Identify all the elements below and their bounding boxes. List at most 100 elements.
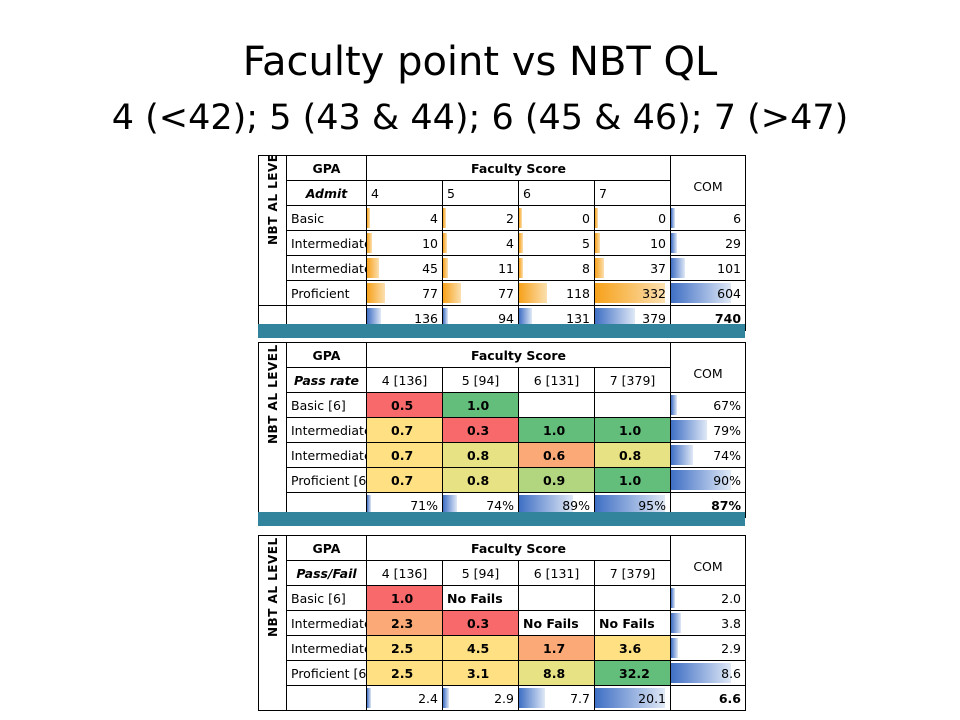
total-cell: 2.4 (366, 685, 443, 711)
cell: 77 (442, 280, 519, 306)
cell: 332 (593, 280, 672, 306)
cell: 118 (518, 280, 595, 306)
cell (593, 392, 672, 418)
cell: 0.3 (442, 610, 519, 636)
data-bar (671, 470, 732, 490)
cell: 4 (366, 205, 443, 231)
data-bar (671, 258, 686, 278)
col-header: 6 [131] (518, 560, 595, 586)
cell: 4 (442, 230, 519, 256)
data-bar (671, 663, 732, 683)
cell: 2.5 (366, 660, 443, 686)
table-row: Proficient 77 77 118 332 604 (259, 280, 747, 306)
data-bar (671, 613, 682, 633)
row-label: Intermediate (286, 442, 367, 468)
cell: 1.0 (593, 467, 672, 493)
col-header: 7 [379] (593, 560, 672, 586)
row-label: Proficient (286, 280, 367, 306)
cell-value: 8.6 (721, 665, 742, 681)
row-label: Intermediate (286, 230, 367, 256)
row-label: Basic [6] (286, 392, 367, 418)
cell-value: 77 (498, 285, 514, 301)
data-bar (519, 688, 545, 708)
cell: 45 (366, 255, 443, 281)
table-row: Intermediate 45 11 8 37 101 (259, 255, 747, 281)
com-cell: 29 (670, 230, 747, 256)
slide-title: Faculty point vs NBT QL (242, 39, 718, 85)
slide-subtitle: 4 (<42); 5 (43 & 44); 6 (45 & 46); 7 (>4… (111, 98, 849, 138)
cell: 3.1 (442, 660, 519, 686)
col-header: 4 [136] (366, 560, 443, 586)
cell: 1.0 (442, 392, 519, 418)
data-bar (671, 445, 694, 465)
cell-value: 71% (410, 497, 438, 513)
cell-value: 2.0 (721, 590, 742, 606)
cell: 0.7 (366, 417, 443, 443)
cell (518, 585, 595, 611)
col-header: 6 [131] (518, 367, 595, 393)
cell: 1.0 (518, 417, 595, 443)
cell-value: 2.4 (418, 690, 438, 706)
cell (593, 585, 672, 611)
data-bar (519, 308, 532, 328)
data-bar (443, 283, 461, 303)
data-bar (671, 420, 708, 440)
data-bar (519, 208, 522, 228)
cell-value: 77 (422, 285, 438, 301)
cell: 0.8 (593, 442, 672, 468)
subhead: Pass/Fail (286, 560, 367, 586)
cell-value: 2.9 (721, 640, 742, 656)
cell-value: 118 (566, 285, 590, 301)
cell: 37 (593, 255, 672, 281)
side-label: NBT AL LEVEL (258, 342, 287, 518)
com-header: COM (670, 155, 747, 206)
cell: 2.5 (366, 635, 443, 661)
cell: 32.2 (593, 660, 672, 686)
col-header: 5 (442, 180, 519, 206)
cell-value: 6 (733, 210, 742, 226)
data-bar (519, 495, 573, 515)
data-bar (443, 688, 449, 708)
data-bar (443, 208, 446, 228)
cell: 1.7 (518, 635, 595, 661)
subhead: Admit (286, 180, 367, 206)
cell-value: 20.1 (638, 690, 667, 706)
cell-value: 29 (725, 235, 742, 251)
cell: 0.8 (442, 467, 519, 493)
com-cell: 604 (670, 280, 747, 306)
data-bar (595, 495, 665, 515)
col-header: 4 [136] (366, 367, 443, 393)
table-row: Proficient [60 0.7 0.8 0.9 1.0 90% (259, 467, 747, 493)
cell-value: 67% (713, 397, 742, 413)
table-row: Proficient [60 2.5 3.1 8.8 32.2 8.6 (259, 660, 747, 686)
com-cell: 101 (670, 255, 747, 281)
com-header: COM (670, 535, 747, 586)
col-header: 7 [379] (593, 367, 672, 393)
cell: 1.0 (593, 417, 672, 443)
col-header: 4 (366, 180, 443, 206)
row-label: Intermediate (286, 610, 367, 636)
cell: 77 (366, 280, 443, 306)
data-bar (595, 258, 604, 278)
col-header: 7 (593, 180, 672, 206)
cell-value: 2.9 (494, 690, 514, 706)
cell-value: 136 (414, 310, 438, 326)
cell: No Fails (442, 585, 519, 611)
cell-value: 101 (717, 260, 742, 276)
totals-row: 2.4 2.9 7.7 20.1 6.6 (259, 685, 747, 711)
cell-value: 8 (582, 260, 590, 276)
data-bar (671, 395, 678, 415)
cell: 1.0 (366, 585, 443, 611)
cell: 0.8 (442, 442, 519, 468)
cell-value: 131 (566, 310, 590, 326)
gpa-header: GPA (286, 342, 367, 368)
data-bar (443, 495, 457, 515)
com-cell: 2.9 (670, 635, 747, 661)
total-cell: 2.9 (442, 685, 519, 711)
cell-value: 90% (713, 472, 742, 488)
cell-value: 0 (582, 210, 590, 226)
com-cell: 8.6 (670, 660, 747, 686)
data-bar (595, 233, 600, 253)
cell: 0.7 (366, 442, 443, 468)
table-row: Basic [6] 1.0 No Fails 2.0 (259, 585, 747, 611)
